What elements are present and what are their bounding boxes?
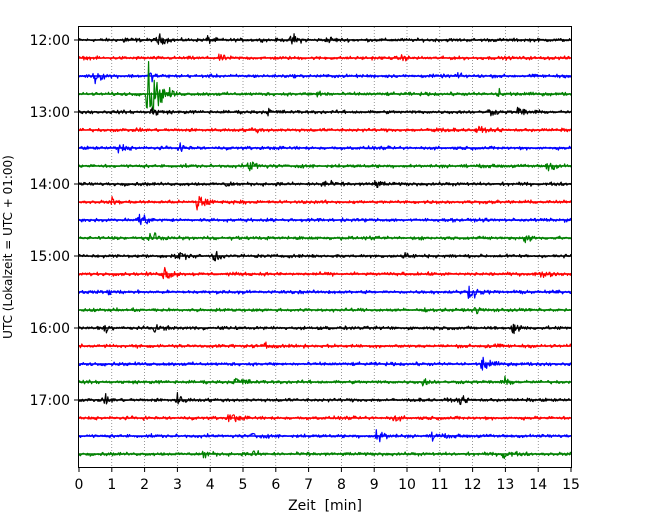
x-tick-label: 0 [75,477,84,493]
y-tick-label: 16:00 [30,321,70,337]
x-tick-label: 11 [431,477,449,493]
x-tick-label: 15 [562,477,580,493]
x-tick-label: 3 [173,477,182,493]
seismogram-traces [78,33,572,460]
x-tick-label: 10 [398,477,416,493]
x-axis-ticks: 0 1 2 3 4 5 6 7 8 9 10 11 12 13 14 15 [75,467,580,493]
x-tick-label: 1 [107,477,116,493]
x-tick-label: 2 [140,477,149,493]
x-tick-label: 6 [271,477,280,493]
x-tick-label: 5 [239,477,248,493]
y-tick-label: 12:00 [30,33,70,49]
x-tick-label: 13 [496,477,514,493]
x-axis-label: Zeit [min] [288,498,362,514]
y-axis-label: UTC (Lokalzeit = UTC + 01:00) [1,155,15,339]
y-tick-label: 13:00 [30,105,70,121]
trace-line [78,33,572,45]
x-tick-label: 12 [464,477,482,493]
y-tick-label: 14:00 [30,177,70,193]
x-tick-label: 9 [370,477,379,493]
x-tick-label: 7 [304,477,313,493]
plot-frame [78,26,572,468]
trace-line [78,179,572,189]
y-tick-label: 15:00 [30,249,70,265]
x-tick-label: 14 [529,477,547,493]
x-tick-label: 4 [206,477,215,493]
y-axis-ticks: 12:00 13:00 14:00 15:00 16:00 17:00 [30,33,79,409]
x-tick-label: 8 [337,477,346,493]
y-tick-label: 17:00 [30,393,70,409]
